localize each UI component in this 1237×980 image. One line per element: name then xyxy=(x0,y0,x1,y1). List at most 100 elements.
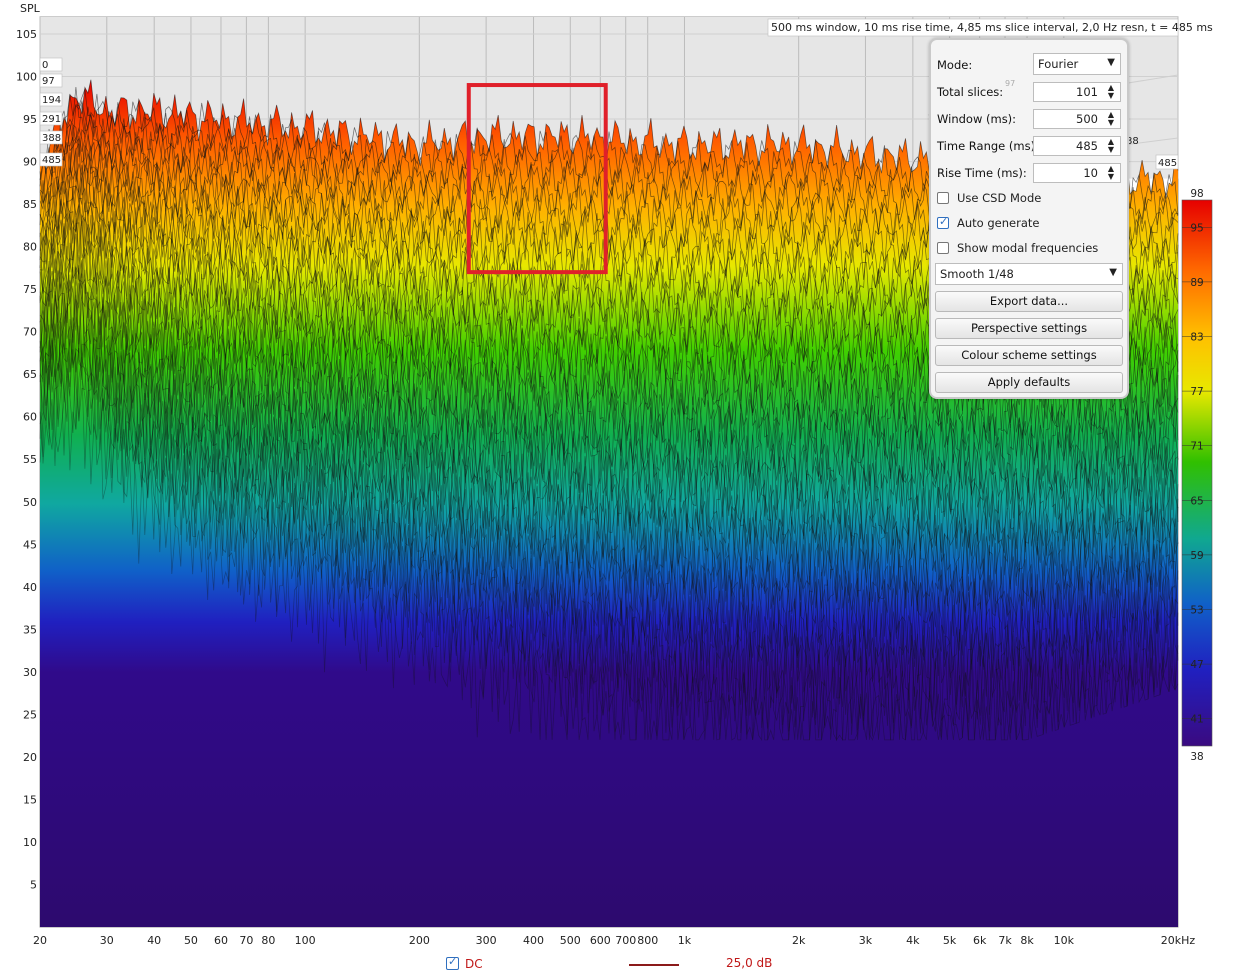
mode-label: Mode: xyxy=(937,58,973,72)
slice-line xyxy=(39,227,1179,607)
slice-line xyxy=(39,273,1179,740)
colorbar-tick-label: 89 xyxy=(1190,277,1203,289)
perspective-settings-button[interactable]: Perspective settings xyxy=(935,318,1123,339)
y-tick-label: 20 xyxy=(23,751,37,764)
slice-label-text: 388 xyxy=(42,133,61,144)
x-tick-label: 30 xyxy=(100,934,114,947)
y-tick-label: 60 xyxy=(23,411,37,424)
colour-scheme-settings-button[interactable]: Colour scheme settings xyxy=(935,345,1123,366)
rise-time-input[interactable]: 10 ▲ ▼ xyxy=(1033,163,1121,183)
slice-line xyxy=(39,210,1179,556)
slice-line xyxy=(39,274,1179,734)
x-tick-label: 1k xyxy=(678,934,692,947)
y-tick-label: 85 xyxy=(23,198,37,211)
slice-label-box xyxy=(39,92,63,107)
colorbar-tick-label: 41 xyxy=(1190,714,1203,726)
rise-time-value: 10 xyxy=(1083,166,1098,180)
x-tick-label: 200 xyxy=(409,934,430,947)
colorbar-tick-label: 47 xyxy=(1190,659,1203,671)
time-range-input[interactable]: 485 ▲ ▼ xyxy=(1033,136,1121,156)
slice-time-label: 485 xyxy=(39,152,63,167)
slice-label-box xyxy=(39,152,63,167)
highlight-box xyxy=(466,83,608,275)
x-tick-label: 8k xyxy=(1020,934,1034,947)
checkbox-checked-icon[interactable] xyxy=(937,215,949,229)
y-tick-label: 35 xyxy=(23,623,37,636)
apply-defaults-button[interactable]: Apply defaults xyxy=(935,372,1123,393)
colorbar-tick-label: 53 xyxy=(1190,605,1203,617)
window-label: Window (ms): xyxy=(937,112,1017,126)
checkbox-checked-icon[interactable] xyxy=(446,955,459,970)
legend-line-swatch xyxy=(629,964,679,966)
y-tick-label: 80 xyxy=(23,241,37,254)
y-tick-label: 90 xyxy=(23,156,37,169)
x-tick-label: 7k xyxy=(998,934,1012,947)
slice-time-label: 194 xyxy=(39,92,63,107)
spinner-arrows-icon[interactable]: ▲ ▼ xyxy=(1107,137,1115,154)
slice-line xyxy=(39,325,1179,742)
smoothing-dropdown[interactable]: Smooth 1/48 ▼ xyxy=(935,263,1123,285)
colorbar-tick-label: 71 xyxy=(1190,441,1203,453)
total-slices-hint: 97 xyxy=(1005,79,1016,88)
y-tick-label: 105 xyxy=(16,28,37,41)
total-slices-input[interactable]: 101 ▲ ▼ xyxy=(1033,82,1121,102)
show-modal-label: Show modal frequencies xyxy=(957,241,1099,255)
x-tick-label: 80 xyxy=(261,934,275,947)
spinner-arrows-icon[interactable]: ▲ ▼ xyxy=(1107,164,1115,181)
export-data-button[interactable]: Export data... xyxy=(935,291,1123,312)
slice-label-far-right: 485 xyxy=(1158,158,1177,169)
y-tick-label: 15 xyxy=(23,793,37,806)
colorbar-tick-label: 65 xyxy=(1190,495,1203,507)
slice-line xyxy=(39,259,1179,637)
x-tick-label: 300 xyxy=(476,934,497,947)
colorbar-tick-label: 38 xyxy=(1190,751,1203,763)
slice-label-text: 194 xyxy=(42,95,61,106)
chevron-down-icon: ▼ xyxy=(1107,57,1115,68)
slice-time-label: 388 xyxy=(39,130,63,145)
slice-label-box xyxy=(39,57,63,72)
chevron-down-icon: ▼ xyxy=(1109,267,1117,278)
auto-generate-label: Auto generate xyxy=(957,216,1040,230)
rise-time-label: Rise Time (ms): xyxy=(937,166,1027,180)
y-tick-label: 100 xyxy=(16,71,37,84)
slice-label-box xyxy=(39,111,63,126)
y-tick-label: 75 xyxy=(23,283,37,296)
slice-label-box xyxy=(39,130,63,145)
x-tick-label: 100 xyxy=(295,934,316,947)
slice-line xyxy=(39,280,1179,672)
time-range-value: 485 xyxy=(1076,139,1098,153)
slice-line xyxy=(39,222,1179,530)
colorbar-tick-label: 77 xyxy=(1190,386,1203,398)
window-value: 500 xyxy=(1076,112,1098,126)
colorbar-tick-label: 59 xyxy=(1190,550,1203,562)
y-tick-label: 10 xyxy=(23,836,37,849)
slice-line xyxy=(39,250,1179,659)
slice-line xyxy=(39,295,1179,741)
x-tick-label: 50 xyxy=(184,934,198,947)
time-range-label: Time Range (ms): xyxy=(937,139,1039,153)
slice-label-text: 291 xyxy=(42,114,61,125)
mode-dropdown[interactable]: Fourier ▼ xyxy=(1033,53,1121,75)
use-csd-label: Use CSD Mode xyxy=(957,191,1042,205)
y-tick-label: 65 xyxy=(23,368,37,381)
x-tick-label: 2k xyxy=(792,934,806,947)
y-tick-label: 45 xyxy=(23,538,37,551)
total-slices-label: Total slices: xyxy=(937,85,1004,99)
slice-label-text: 97 xyxy=(42,76,55,87)
checkbox-unchecked-icon[interactable] xyxy=(937,192,949,204)
y-tick-label: 95 xyxy=(23,113,37,126)
smoothing-value: Smooth 1/48 xyxy=(940,267,1014,281)
slice-line xyxy=(39,215,1179,544)
slice-line xyxy=(39,269,1179,678)
colorbar-tick-label: 98 xyxy=(1190,188,1203,200)
x-tick-label: 5k xyxy=(943,934,957,947)
slice-line xyxy=(39,302,1179,742)
slice-line xyxy=(39,286,1179,726)
info-text: 500 ms window, 10 ms rise time, 4,85 ms … xyxy=(771,21,1213,34)
spinner-arrows-icon[interactable]: ▲ ▼ xyxy=(1107,83,1115,100)
window-input[interactable]: 500 ▲ ▼ xyxy=(1033,109,1121,129)
spinner-arrows-icon[interactable]: ▲ ▼ xyxy=(1107,110,1115,127)
slice-label-text: 485 xyxy=(42,155,61,166)
colorbar xyxy=(1181,199,1213,747)
checkbox-unchecked-icon[interactable] xyxy=(937,242,949,254)
